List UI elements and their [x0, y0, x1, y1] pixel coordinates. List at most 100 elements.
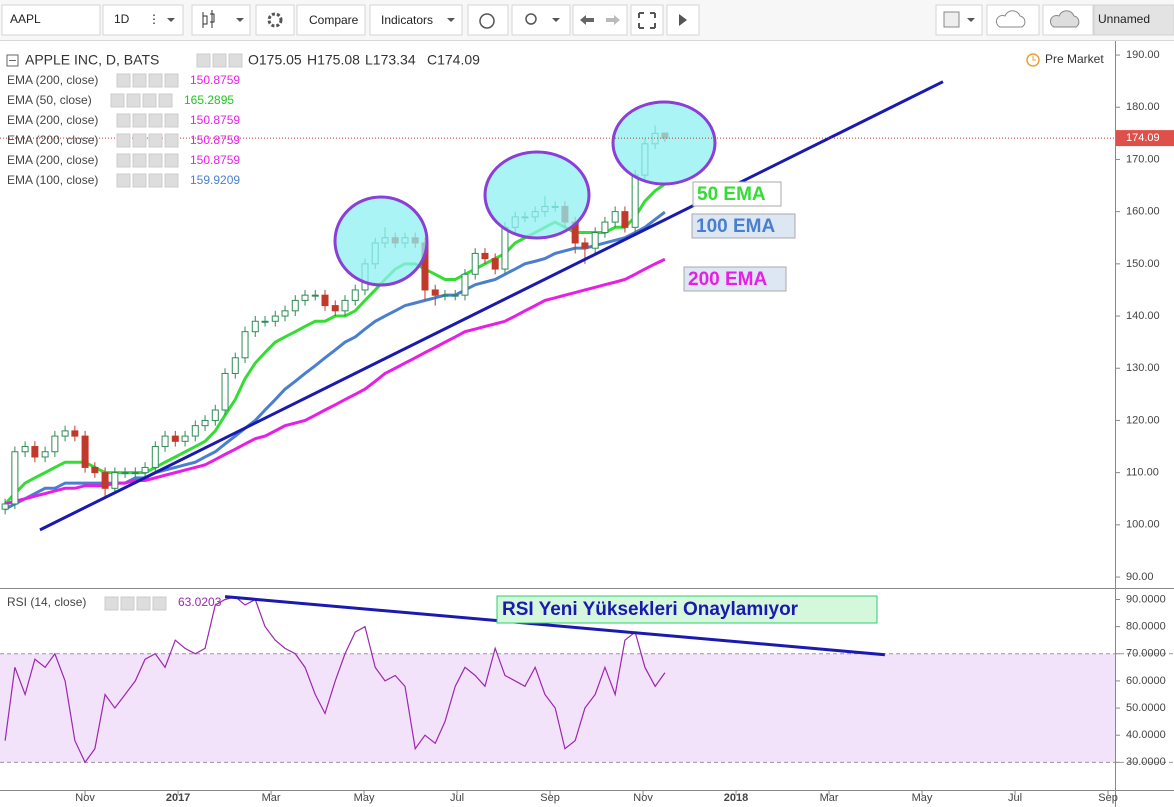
- x-tick-label: May: [354, 792, 375, 804]
- candle-body: [251, 320, 259, 333]
- candle-body: [31, 446, 39, 458]
- legend-icon: [148, 113, 163, 128]
- legend-icon: [132, 153, 147, 168]
- rsi-trendline: [224, 595, 885, 657]
- rsi-annotation-box: [496, 595, 878, 624]
- candle-body: [41, 451, 49, 458]
- dropdown-icon[interactable]: [447, 18, 455, 22]
- redo-icon[interactable]: [606, 15, 620, 25]
- symbol[interactable]: AAPL: [10, 12, 41, 26]
- y-tick-label: 80.0000: [1126, 621, 1166, 633]
- settings-box[interactable]: [255, 4, 295, 36]
- candle-body: [221, 372, 229, 411]
- dropdown-icon[interactable]: [967, 18, 975, 22]
- legend-icon: [120, 596, 135, 611]
- cloud-down-icon[interactable]: [995, 10, 1026, 28]
- layout-name[interactable]: Unnamed: [1098, 12, 1150, 26]
- y-tick-label: 90.00: [1126, 571, 1154, 583]
- x-tick-label: Mar: [820, 792, 839, 804]
- legend-icon: [164, 113, 179, 128]
- y-tick-label: 30.0000: [1126, 756, 1166, 768]
- indicator-label: EMA (200, close): [7, 73, 98, 87]
- dropdown-icon[interactable]: [167, 18, 175, 22]
- ohlc-high: H175.08: [307, 52, 360, 68]
- dropdown-icon[interactable]: [552, 18, 560, 22]
- legend-icon: [148, 173, 163, 188]
- x-tick-label: Mar: [262, 792, 281, 804]
- candle-body: [451, 294, 459, 297]
- candle-body: [471, 252, 479, 275]
- candle-body: [631, 174, 639, 228]
- indicator-label: EMA (100, close): [7, 173, 98, 187]
- legend-icon: [132, 133, 147, 148]
- indicators[interactable]: Indicators: [381, 13, 433, 27]
- ohlc-close: C174.09: [427, 52, 480, 68]
- legend-icon: [116, 113, 131, 128]
- load-box[interactable]: [986, 4, 1040, 36]
- alert-box[interactable]: [467, 4, 509, 36]
- interval[interactable]: 1D: [114, 12, 130, 26]
- candle-body: [81, 435, 89, 468]
- last-price-label: 174.09: [1126, 132, 1160, 144]
- ema-label: 200 EMA: [688, 269, 767, 290]
- play-icon[interactable]: [679, 14, 687, 26]
- x-tick-label: Nov: [633, 792, 653, 804]
- ema-label-box: [691, 213, 796, 239]
- header-icon: [212, 53, 227, 68]
- toolbar: AAPL 1D ⋮ Compare Indicators U: [0, 0, 1174, 40]
- highlight-circle: [611, 100, 717, 186]
- undo-icon[interactable]: [580, 15, 594, 25]
- candle-body: [431, 289, 439, 296]
- candle-body: [121, 472, 129, 475]
- indicator-value: 150.8759: [190, 113, 240, 127]
- y-tick-label: 130.00: [1126, 362, 1160, 374]
- x-tick-label: 2017: [166, 792, 190, 804]
- ohlc-low: L173.34: [365, 52, 416, 68]
- candle-body: [231, 357, 239, 374]
- legend-icon: [132, 73, 147, 88]
- alert-icon[interactable]: [479, 13, 495, 29]
- candle-body: [311, 294, 319, 297]
- y-tick-label: 120.00: [1126, 414, 1160, 426]
- layout-box[interactable]: [1093, 4, 1174, 36]
- cloud-up-icon[interactable]: [1049, 10, 1080, 28]
- legend-icon: [116, 173, 131, 188]
- color-swatch[interactable]: [943, 11, 960, 28]
- bulb-icon[interactable]: [525, 13, 537, 25]
- legend-icon: [164, 133, 179, 148]
- candle-body: [331, 305, 339, 312]
- y-tick-label: 140.00: [1126, 310, 1160, 322]
- theme-box[interactable]: [511, 4, 571, 36]
- y-tick-label: 90.0000: [1126, 593, 1166, 605]
- candle-body: [591, 232, 599, 249]
- candle-body: [611, 211, 619, 223]
- legend-icon: [164, 73, 179, 88]
- candle-body: [601, 221, 609, 234]
- candle-body: [241, 331, 249, 359]
- symbol-box[interactable]: [1, 4, 101, 36]
- candle-body: [321, 294, 329, 307]
- candles-icon[interactable]: [202, 10, 215, 28]
- compare[interactable]: Compare: [309, 13, 359, 27]
- fullscreen-icon[interactable]: [638, 12, 656, 29]
- compare-box[interactable]: [296, 4, 366, 36]
- highlight-circles: [333, 100, 717, 287]
- y-tick-label: 40.0000: [1126, 729, 1166, 741]
- candle-body: [271, 315, 279, 322]
- legend-icon: [152, 596, 167, 611]
- indicators-box[interactable]: [369, 4, 463, 36]
- y-tick-label: 150.00: [1126, 258, 1160, 270]
- legend-icon: [104, 596, 119, 611]
- gear-icon[interactable]: [267, 12, 283, 28]
- candle-body: [281, 310, 289, 317]
- fullscreen-box[interactable]: [630, 4, 664, 36]
- candle-body: [501, 226, 509, 270]
- trendline: [39, 80, 944, 532]
- collapse-icon[interactable]: [6, 54, 19, 67]
- dropdown-icon[interactable]: [236, 18, 244, 22]
- more-icon[interactable]: ⋮: [148, 12, 160, 26]
- candle-body: [111, 472, 119, 489]
- ema-label: 50 EMA: [697, 184, 766, 205]
- legend-icon: [110, 93, 125, 108]
- candle-body: [181, 435, 189, 442]
